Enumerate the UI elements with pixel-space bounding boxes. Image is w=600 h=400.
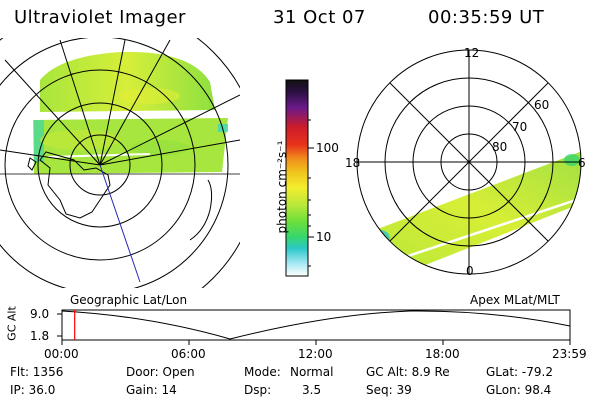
page-title: Ultraviolet Imager (14, 7, 186, 28)
lat-label-80: 80 (492, 140, 508, 154)
coastline (39, 151, 111, 219)
time-label: 00:35:59 UT (428, 7, 545, 28)
altitude-xtick-2: 12:00 (298, 347, 333, 361)
altitude-ytick-high: 9.0 (30, 307, 50, 321)
mlt-label-18: 18 (345, 156, 361, 170)
altitude-ytick-low: 1.8 (30, 329, 50, 343)
glon-value: GLon: 98.4 (486, 383, 552, 397)
lat-label-70: 70 (512, 120, 528, 134)
mode-value: Normal (290, 365, 334, 379)
lat-label-60: 60 (534, 98, 550, 112)
seq-value: Seq: 39 (366, 383, 412, 397)
right-panel-label: Apex MLat/MLT (470, 293, 560, 307)
ip-value: IP: 36.0 (10, 383, 56, 397)
colorbar-tick-100: 100 (316, 141, 339, 155)
geographic-map (0, 38, 240, 288)
altitude-curve (61, 310, 571, 340)
glat-value: GLat: -79.2 (486, 365, 553, 379)
altitude-plot (57, 309, 571, 345)
mlt-label-12: 12 (464, 46, 480, 60)
colorbar-tick-10: 10 (316, 230, 332, 244)
polar-plot (356, 49, 582, 275)
door-status: Door: Open (126, 365, 195, 379)
mlt-label-0: 0 (466, 264, 474, 278)
altitude-xtick-4: 23:59 (552, 347, 587, 361)
date-label: 31 Oct 07 (273, 7, 366, 28)
flight-number: Flt: 1356 (10, 365, 64, 379)
dsp-value: 3.5 (302, 383, 322, 397)
mlt-label-6: 6 (578, 156, 586, 170)
altitude-xtick-0: 00:00 (44, 347, 79, 361)
left-panel-label: Geographic Lat/Lon (70, 293, 188, 307)
colorbar-unit-label: photon cm⁻²s⁻¹ (275, 140, 289, 234)
gain-value: Gain: 14 (126, 383, 177, 397)
altitude-xtick-1: 06:00 (171, 347, 206, 361)
uv-swath-right (375, 150, 581, 274)
mode-label: Mode: (244, 365, 281, 379)
dsp-label: Dsp: (244, 383, 272, 397)
altitude-ylabel: GC Alt (5, 306, 19, 341)
altitude-xtick-3: 18:00 (425, 347, 460, 361)
colorbar (285, 79, 314, 277)
satellite-track (99, 164, 141, 283)
gc-alt-value: GC Alt: 8.9 Re (366, 365, 450, 379)
